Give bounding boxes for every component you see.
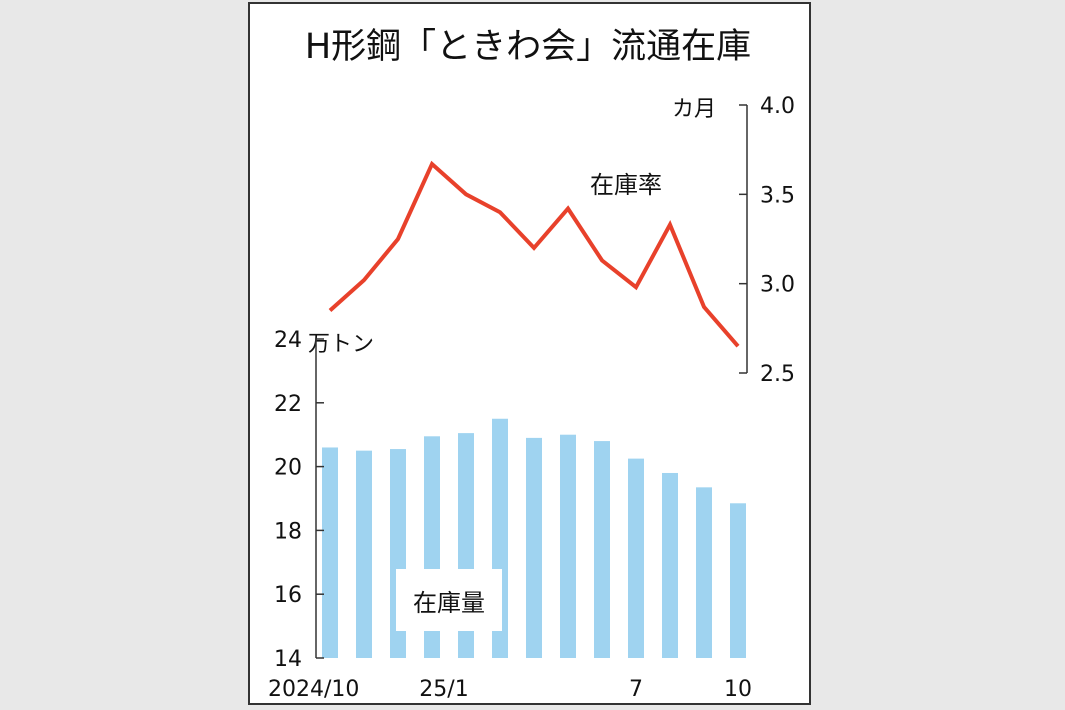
bar-y-tick-label: 20 xyxy=(274,456,302,481)
bar-y-tick-label: 14 xyxy=(274,647,302,672)
bar-series-label-group: 在庫量 xyxy=(396,569,502,631)
bar-y-tick-label: 18 xyxy=(274,519,302,544)
bar-y-tick-label: 16 xyxy=(274,583,302,608)
bar xyxy=(594,441,610,658)
x-tick-label: 25/1 xyxy=(419,677,468,702)
bar-y-axis: 14 16 18 20 22 24 xyxy=(274,328,324,672)
bar xyxy=(526,437,542,658)
x-tick-label: 10 xyxy=(724,677,752,702)
line-series-label: 在庫率 xyxy=(590,171,662,199)
bar xyxy=(322,447,338,658)
bar-axis-unit: 万トン xyxy=(308,332,374,357)
line-path xyxy=(328,160,740,348)
line-axis-unit: カ月 xyxy=(672,97,716,122)
x-tick-label: 7 xyxy=(629,677,643,702)
bar-series-label: 在庫量 xyxy=(413,589,485,617)
bar-y-tick-label: 24 xyxy=(274,328,302,353)
line-y-tick-label: 2.5 xyxy=(760,362,795,387)
x-axis-labels: 2024/10 25/1 7 10 xyxy=(268,677,752,702)
bar xyxy=(628,458,644,658)
line-y-tick-label: 3.0 xyxy=(760,273,795,298)
bar-series xyxy=(322,418,746,658)
chart-svg: H形鋼「ときわ会」流通在庫 カ月 万トン 14 16 18 20 22 24 2.5 3.0… xyxy=(268,27,795,702)
chart-title: H形鋼「ときわ会」流通在庫 xyxy=(305,27,751,67)
chart-frame: H形鋼「ときわ会」流通在庫 カ月 万トン 14 16 18 20 22 24 2.5 3.0… xyxy=(248,2,811,705)
bar xyxy=(356,450,372,658)
x-tick-label: 2024/10 xyxy=(268,677,359,702)
bar xyxy=(730,503,746,658)
line-series xyxy=(328,160,740,348)
line-y-tick-label: 4.0 xyxy=(760,94,795,119)
bar xyxy=(560,434,576,658)
bar xyxy=(696,487,712,658)
bar-y-tick-label: 22 xyxy=(274,392,302,417)
line-y-tick-label: 3.5 xyxy=(760,183,795,208)
bar-series-label-bg xyxy=(396,569,502,631)
bar xyxy=(662,472,678,658)
line-y-axis: 2.5 3.0 3.5 4.0 xyxy=(739,94,795,387)
